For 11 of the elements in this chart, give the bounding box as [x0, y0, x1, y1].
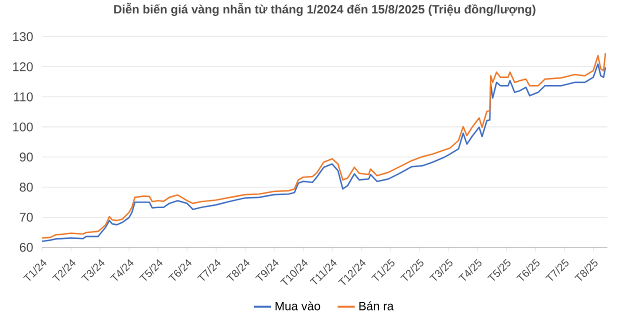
y-tick-label: 110 — [14, 92, 33, 102]
y-tick-label: 60 — [20, 242, 33, 252]
legend-label: Bán ra — [359, 301, 394, 310]
legend-label: Mua vào — [276, 301, 320, 310]
y-tick-label: 120 — [13, 62, 33, 72]
chart-title: Diễn biến giá vàng nhẫn từ tháng 1/2024 đến 15/8/2025 (Triệu đồng/lượng) — [114, 2, 536, 16]
y-tick-label: 80 — [20, 182, 33, 192]
y-tick-label: 130 — [13, 32, 33, 42]
y-tick-label: 100 — [13, 122, 33, 132]
y-tick-label: 90 — [20, 152, 33, 162]
y-tick-label: 70 — [20, 212, 33, 222]
